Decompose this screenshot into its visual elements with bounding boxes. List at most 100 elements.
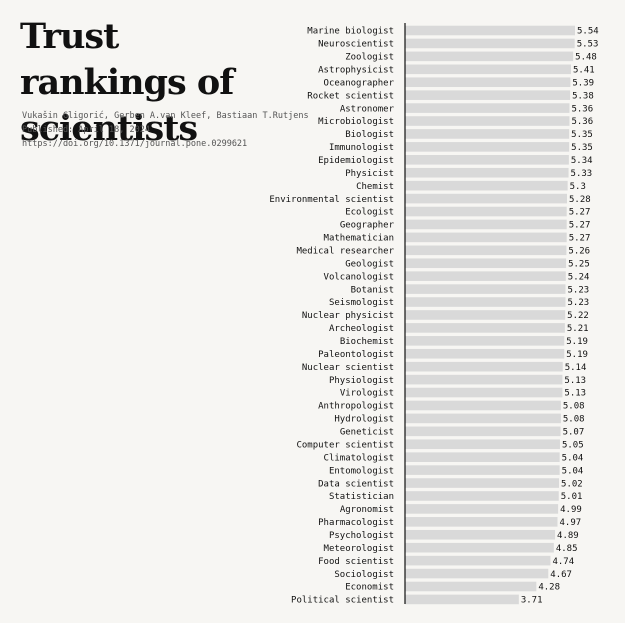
- category-label-11: Physicist: [345, 169, 394, 179]
- category-label-41: Food scientist: [318, 557, 394, 567]
- bar-7: [405, 116, 570, 126]
- bar-12: [405, 180, 568, 191]
- value-label-7: 5.36: [571, 117, 593, 127]
- value-labels-group: 5.54 5.53 5.48 5.41 5.39 5.38 5.36 5.36 5.35 5.35…: [521, 27, 599, 606]
- value-label-27: 5.13: [564, 376, 586, 386]
- bar-1: [405, 38, 575, 49]
- value-label-2: 5.48: [575, 53, 597, 63]
- value-label-19: 5.24: [568, 272, 590, 282]
- value-label-5: 5.38: [572, 91, 594, 101]
- published-date: Published: April 18, 2024: [22, 125, 150, 135]
- bar-23: [405, 323, 565, 333]
- category-label-36: Statistician: [329, 492, 394, 502]
- bar-6: [405, 103, 570, 113]
- category-label-6: Astronomer: [340, 104, 395, 114]
- bar-41: [405, 555, 551, 566]
- category-label-19: Volcanologist: [324, 272, 394, 282]
- category-label-18: Geologist: [345, 259, 394, 269]
- value-label-3: 5.41: [573, 65, 595, 75]
- category-label-9: Immunologist: [329, 143, 394, 153]
- value-label-15: 5.27: [569, 221, 591, 231]
- value-label-17: 5.26: [568, 247, 590, 257]
- value-label-33: 5.04: [562, 453, 584, 463]
- category-label-28: Virologist: [340, 389, 394, 399]
- value-label-13: 5.28: [569, 195, 591, 205]
- category-label-25: Paleontologist: [318, 350, 394, 360]
- category-label-20: Botanist: [351, 285, 394, 295]
- category-label-12: Chemist: [356, 182, 394, 192]
- category-label-8: Biologist: [345, 130, 394, 140]
- value-label-10: 5.34: [571, 156, 593, 166]
- bar-30: [405, 413, 561, 424]
- category-label-16: Mathematician: [324, 234, 394, 244]
- value-label-41: 4.74: [552, 557, 574, 567]
- bars-group: [405, 25, 575, 605]
- value-label-26: 5.14: [565, 363, 587, 373]
- bar-20: [405, 284, 566, 294]
- value-label-4: 5.39: [572, 78, 594, 88]
- bar-39: [405, 529, 556, 540]
- bar-44: [405, 594, 519, 605]
- category-label-1: Neuroscientist: [318, 40, 394, 50]
- value-label-11: 5.33: [571, 169, 593, 179]
- bar-31: [405, 426, 561, 437]
- value-label-20: 5.23: [567, 285, 589, 295]
- category-label-14: Ecologist: [345, 208, 394, 218]
- bar-35: [405, 478, 560, 488]
- category-label-10: Epidemiologist: [318, 156, 394, 166]
- category-label-22: Nuclear physicist: [302, 311, 394, 321]
- bar-19: [405, 271, 566, 281]
- category-label-43: Economist: [345, 583, 394, 593]
- category-label-32: Computer scientist: [296, 440, 394, 450]
- bar-9: [405, 142, 570, 152]
- value-label-9: 5.35: [571, 143, 593, 153]
- value-label-23: 5.21: [567, 324, 589, 334]
- bar-0: [405, 25, 575, 36]
- category-label-2: Zoologist: [345, 53, 394, 63]
- value-label-21: 5.23: [567, 298, 589, 308]
- value-label-0: 5.54: [577, 27, 599, 37]
- value-label-18: 5.25: [568, 259, 590, 269]
- doi-link[interactable]: https://doi.org/10.1371/journal.pone.029…: [22, 139, 248, 149]
- bar-3: [405, 64, 572, 75]
- value-label-34: 5.04: [562, 466, 584, 476]
- bar-21: [405, 297, 566, 307]
- bar-18: [405, 258, 567, 269]
- bar-40: [405, 542, 554, 553]
- bar-24: [405, 336, 565, 346]
- bar-36: [405, 491, 559, 501]
- category-label-24: Biochemist: [340, 337, 394, 347]
- bar-34: [405, 465, 560, 475]
- value-label-39: 4.89: [557, 531, 579, 541]
- bar-13: [405, 193, 568, 204]
- bar-27: [405, 374, 563, 385]
- bar-38: [405, 517, 558, 527]
- bar-37: [405, 504, 559, 514]
- category-label-7: Microbiologist: [318, 117, 394, 127]
- value-label-1: 5.53: [577, 40, 599, 50]
- category-label-33: Climatologist: [324, 453, 394, 463]
- value-label-14: 5.27: [569, 208, 591, 218]
- value-label-6: 5.36: [571, 104, 593, 114]
- bar-11: [405, 167, 569, 178]
- bar-28: [405, 387, 563, 398]
- bar-14: [405, 206, 567, 217]
- value-label-36: 5.01: [561, 492, 583, 502]
- value-label-25: 5.19: [566, 350, 588, 360]
- bar-17: [405, 245, 567, 256]
- category-label-42: Sociologist: [334, 570, 394, 580]
- category-label-39: Psychologist: [329, 531, 394, 541]
- value-label-35: 5.02: [561, 479, 583, 489]
- category-label-3: Astrophysicist: [318, 65, 394, 75]
- value-label-43: 4.28: [538, 583, 560, 593]
- category-label-30: Hydrologist: [334, 415, 394, 425]
- bar-10: [405, 155, 569, 165]
- bar-15: [405, 219, 567, 230]
- category-label-5: Rocket scientist: [307, 91, 394, 101]
- category-label-23: Archeologist: [329, 324, 394, 334]
- bar-29: [405, 400, 561, 411]
- value-label-32: 5.05: [562, 440, 584, 450]
- value-label-16: 5.27: [569, 234, 591, 244]
- value-label-8: 5.35: [571, 130, 593, 140]
